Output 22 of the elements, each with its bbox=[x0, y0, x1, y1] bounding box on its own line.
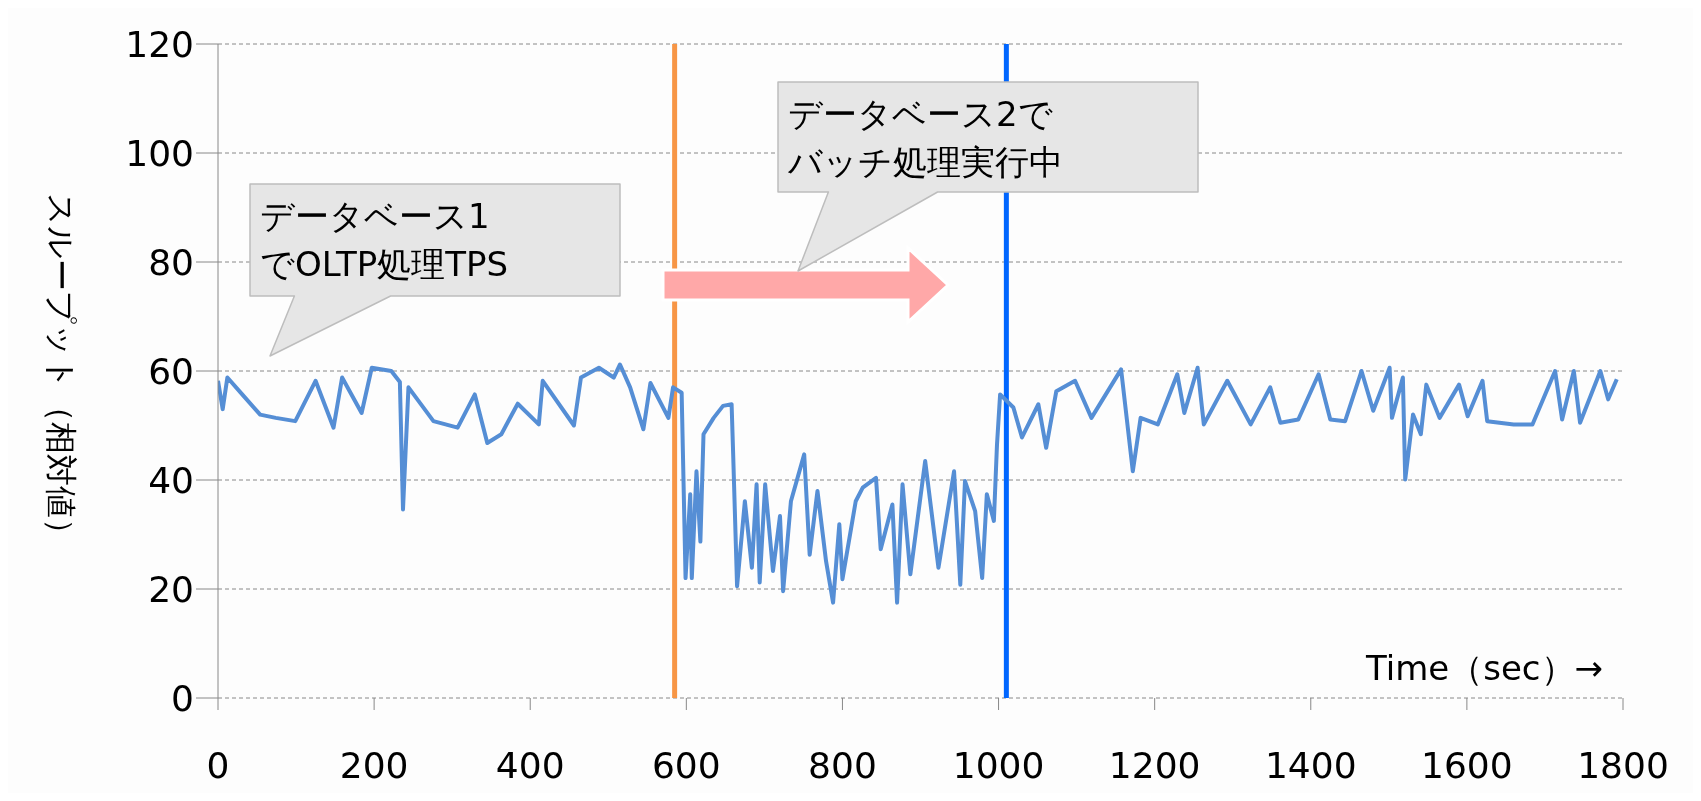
annotation: データベース2でバッチ処理実行中 bbox=[787, 94, 1063, 182]
y-tick-label: 0 bbox=[171, 677, 194, 719]
y-tick-label: 80 bbox=[148, 241, 194, 283]
y-tick-label: 100 bbox=[125, 132, 194, 174]
x-tick-label: 1800 bbox=[1577, 744, 1669, 786]
x-tick-label: 1400 bbox=[1264, 744, 1357, 786]
x-tick-label: 1000 bbox=[952, 744, 1045, 786]
x-tick-label: 0 bbox=[206, 744, 230, 786]
line-series bbox=[218, 362, 1619, 605]
y-tick-label: 40 bbox=[148, 459, 194, 501]
y-tick-label: 120 bbox=[125, 23, 194, 65]
y-axis-title: スループット（相対値） bbox=[42, 192, 80, 550]
x-tick-label: 1200 bbox=[1108, 744, 1201, 786]
x-axis-title: Time（sec）→ bbox=[1364, 648, 1603, 688]
x-tick-label: 400 bbox=[495, 744, 565, 786]
x-tick-label: 200 bbox=[339, 744, 409, 786]
y-tick-label: 20 bbox=[148, 568, 194, 610]
annotation: データベース1でOLTP処理TPS bbox=[260, 196, 509, 284]
x-tick-label: 800 bbox=[808, 744, 877, 786]
y-tick-label: 60 bbox=[148, 350, 194, 392]
x-tick-label: 600 bbox=[651, 744, 721, 786]
x-tick-label: 1600 bbox=[1421, 744, 1513, 786]
